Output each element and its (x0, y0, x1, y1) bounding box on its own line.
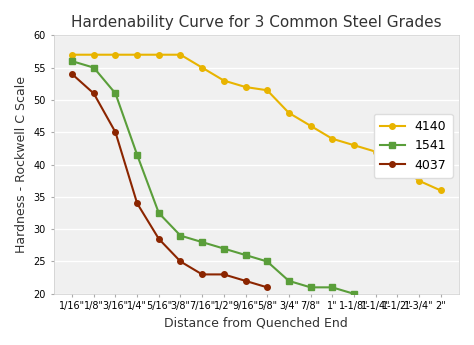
4140 (394, 162, 400, 167)
1541 (200, 240, 205, 244)
4037 (264, 285, 270, 289)
1541 (113, 91, 118, 96)
1541 (351, 292, 357, 296)
Line: 4037: 4037 (69, 71, 270, 290)
4140 (156, 53, 162, 57)
4140 (373, 150, 378, 154)
4037 (178, 259, 183, 264)
4037 (134, 201, 140, 205)
4037 (113, 130, 118, 134)
1541 (134, 153, 140, 157)
4037 (221, 272, 227, 276)
1541 (264, 259, 270, 264)
4140 (351, 143, 357, 147)
1541 (243, 253, 248, 257)
4037 (69, 72, 75, 76)
4140 (243, 85, 248, 89)
4140 (200, 66, 205, 70)
1541 (308, 285, 313, 289)
4140 (308, 124, 313, 128)
Title: Hardenability Curve for 3 Common Steel Grades: Hardenability Curve for 3 Common Steel G… (71, 15, 442, 30)
1541 (286, 279, 292, 283)
Line: 4140: 4140 (69, 52, 443, 193)
4140 (178, 53, 183, 57)
4140 (416, 179, 422, 183)
4140 (264, 88, 270, 92)
1541 (156, 211, 162, 215)
4140 (221, 79, 227, 83)
Legend: 4140, 1541, 4037: 4140, 1541, 4037 (374, 114, 453, 178)
4140 (69, 53, 75, 57)
4140 (438, 188, 443, 193)
4037 (200, 272, 205, 276)
4037 (91, 91, 97, 96)
Line: 1541: 1541 (69, 58, 356, 297)
4140 (113, 53, 118, 57)
1541 (329, 285, 335, 289)
4037 (243, 279, 248, 283)
1541 (69, 59, 75, 63)
X-axis label: Distance from Quenched End: Distance from Quenched End (164, 317, 348, 330)
4140 (286, 111, 292, 115)
4140 (91, 53, 97, 57)
4140 (134, 53, 140, 57)
Y-axis label: Hardness - Rockwell C Scale: Hardness - Rockwell C Scale (15, 76, 28, 253)
1541 (91, 66, 97, 70)
4140 (329, 137, 335, 141)
1541 (221, 247, 227, 251)
4037 (156, 237, 162, 241)
1541 (178, 234, 183, 238)
